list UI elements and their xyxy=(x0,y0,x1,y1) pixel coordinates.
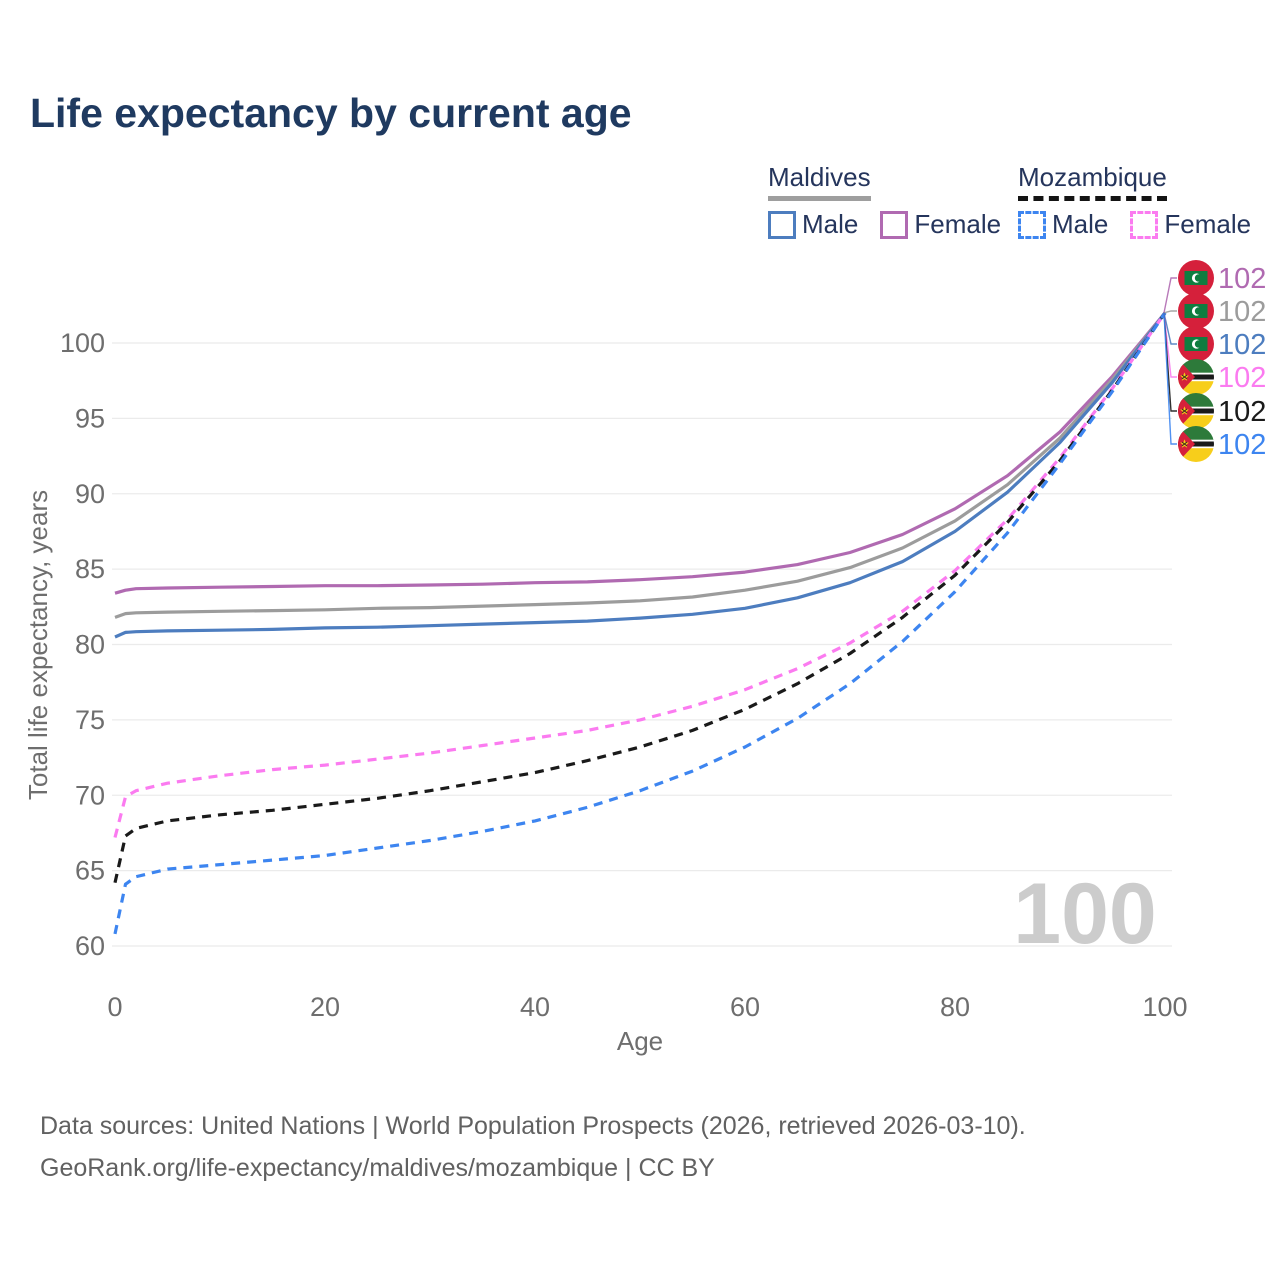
y-tick-label: 65 xyxy=(75,856,105,886)
x-tick-label: 100 xyxy=(1142,992,1187,1022)
end-value-label: 102 xyxy=(1218,396,1266,428)
end-label-leader xyxy=(1163,312,1177,378)
mozambique-flag-icon xyxy=(1178,426,1214,462)
end-label-leader xyxy=(1163,310,1177,314)
end-value-label: 102 xyxy=(1218,362,1266,394)
mozambique-flag-icon xyxy=(1178,393,1214,429)
series-line-maldives-female xyxy=(114,311,1167,595)
y-tick-label: 80 xyxy=(75,630,105,660)
end-label-leader xyxy=(1163,312,1177,345)
series-line-maldives-male xyxy=(114,311,1167,639)
legend-label-mozambique-female[interactable]: Female xyxy=(1164,209,1252,239)
y-tick-label: 85 xyxy=(75,554,105,584)
mozambique-flag-icon xyxy=(1178,359,1214,395)
maldives-flag-icon xyxy=(1178,326,1214,362)
end-value-label: 102 xyxy=(1218,296,1266,328)
legend-label-mozambique-male[interactable]: Male xyxy=(1052,209,1109,239)
footer: Data sources: United Nations | World Pop… xyxy=(40,1105,1026,1189)
legend-label-maldives-male[interactable]: Male xyxy=(802,209,859,239)
legend-swatch-mozambique-female[interactable] xyxy=(1130,210,1159,239)
end-value-label: 102 xyxy=(1218,429,1266,461)
legend-swatch-maldives-male[interactable] xyxy=(768,210,796,239)
y-axis-title: Total life expectancy, years xyxy=(23,490,53,800)
legend-swatch-mozambique-male[interactable] xyxy=(1018,210,1046,239)
y-tick-label: 60 xyxy=(75,931,105,961)
series-line-maldives-both xyxy=(114,311,1167,619)
footer-data-sources: Data sources: United Nations | World Pop… xyxy=(40,1112,1026,1140)
y-tick-label: 100 xyxy=(60,328,105,358)
legend-country-mozambique[interactable]: Mozambique xyxy=(1018,162,1167,201)
x-tick-label: 20 xyxy=(310,992,340,1022)
y-tick-label: 95 xyxy=(75,403,105,433)
end-value-label: 102 xyxy=(1218,263,1266,295)
maldives-flag-icon xyxy=(1178,260,1214,296)
legend-group-maldives: Maldives Male Female xyxy=(768,162,1001,240)
age-watermark: 100 xyxy=(1013,866,1157,962)
maldives-flag-icon xyxy=(1178,293,1214,329)
footer-attribution: GeoRank.org/life-expectancy/maldives/moz… xyxy=(40,1154,715,1182)
x-tick-label: 80 xyxy=(940,992,970,1022)
series-line-mozambique-both xyxy=(113,311,1167,884)
legend-swatch-maldives-female[interactable] xyxy=(880,210,909,239)
end-value-label: 102 xyxy=(1218,329,1266,361)
end-label-leader xyxy=(1163,277,1177,313)
x-axis-title: Age xyxy=(617,1026,663,1056)
legend-group-mozambique: Mozambique Male Female xyxy=(1018,162,1251,240)
legend-label-maldives-female[interactable]: Female xyxy=(914,209,1002,239)
page-title: Life expectancy by current age xyxy=(30,90,632,136)
x-tick-label: 40 xyxy=(520,992,550,1022)
series-line-mozambique-female xyxy=(113,311,1167,838)
x-tick-label: 60 xyxy=(730,992,760,1022)
end-label-leader xyxy=(1163,312,1177,445)
series-line-mozambique-male xyxy=(113,312,1167,935)
legend-country-maldives[interactable]: Maldives xyxy=(768,162,871,201)
y-tick-label: 90 xyxy=(75,479,105,509)
y-tick-label: 75 xyxy=(75,705,105,735)
x-tick-label: 0 xyxy=(107,992,122,1022)
y-tick-label: 70 xyxy=(75,780,105,810)
